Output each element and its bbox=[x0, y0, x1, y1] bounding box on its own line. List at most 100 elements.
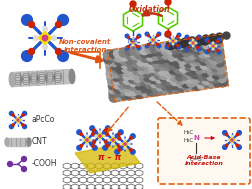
Circle shape bbox=[163, 62, 172, 70]
Circle shape bbox=[114, 48, 123, 58]
Circle shape bbox=[28, 49, 35, 54]
Circle shape bbox=[197, 47, 201, 51]
Circle shape bbox=[209, 45, 211, 47]
Circle shape bbox=[157, 55, 166, 64]
Circle shape bbox=[216, 40, 218, 43]
Circle shape bbox=[137, 34, 141, 38]
Circle shape bbox=[200, 36, 209, 45]
Polygon shape bbox=[229, 137, 235, 143]
Circle shape bbox=[126, 52, 133, 59]
Circle shape bbox=[143, 61, 150, 69]
Circle shape bbox=[156, 44, 164, 51]
Circle shape bbox=[213, 78, 222, 87]
Circle shape bbox=[120, 56, 130, 65]
Circle shape bbox=[210, 58, 220, 68]
Circle shape bbox=[140, 81, 148, 90]
Circle shape bbox=[152, 42, 154, 44]
Circle shape bbox=[187, 46, 190, 49]
Circle shape bbox=[168, 36, 170, 37]
Circle shape bbox=[171, 44, 181, 54]
Text: H₃C: H₃C bbox=[184, 138, 194, 143]
Circle shape bbox=[172, 37, 174, 39]
Polygon shape bbox=[12, 69, 72, 87]
Circle shape bbox=[121, 64, 130, 73]
Circle shape bbox=[147, 60, 156, 69]
Circle shape bbox=[130, 47, 138, 55]
Circle shape bbox=[55, 49, 61, 54]
Circle shape bbox=[125, 48, 133, 56]
Circle shape bbox=[179, 63, 188, 73]
Circle shape bbox=[99, 135, 101, 137]
Circle shape bbox=[177, 33, 181, 37]
Ellipse shape bbox=[27, 138, 31, 146]
Polygon shape bbox=[97, 133, 103, 139]
Circle shape bbox=[217, 38, 221, 42]
Circle shape bbox=[197, 80, 207, 90]
Circle shape bbox=[130, 90, 139, 99]
Circle shape bbox=[118, 130, 123, 135]
Circle shape bbox=[137, 61, 146, 70]
Circle shape bbox=[169, 61, 177, 70]
Circle shape bbox=[110, 61, 119, 70]
Polygon shape bbox=[191, 41, 195, 45]
Circle shape bbox=[202, 76, 211, 85]
Circle shape bbox=[207, 50, 209, 52]
Circle shape bbox=[93, 141, 96, 143]
Circle shape bbox=[178, 55, 187, 65]
Circle shape bbox=[128, 143, 130, 145]
Circle shape bbox=[12, 114, 14, 116]
Circle shape bbox=[171, 84, 181, 93]
Circle shape bbox=[187, 38, 196, 47]
Circle shape bbox=[179, 60, 187, 68]
Circle shape bbox=[12, 124, 14, 126]
Circle shape bbox=[231, 143, 233, 145]
Circle shape bbox=[9, 125, 13, 129]
Circle shape bbox=[114, 88, 123, 97]
Circle shape bbox=[202, 35, 209, 42]
Circle shape bbox=[173, 53, 181, 61]
Polygon shape bbox=[110, 137, 116, 143]
Circle shape bbox=[202, 72, 210, 81]
Circle shape bbox=[104, 54, 114, 64]
Circle shape bbox=[120, 88, 128, 96]
Circle shape bbox=[95, 135, 97, 137]
Circle shape bbox=[8, 161, 13, 167]
Circle shape bbox=[155, 75, 163, 83]
Text: C=O: C=O bbox=[190, 157, 202, 162]
Circle shape bbox=[155, 39, 157, 41]
Circle shape bbox=[131, 58, 140, 67]
Circle shape bbox=[197, 74, 205, 81]
Circle shape bbox=[127, 66, 136, 76]
Circle shape bbox=[149, 71, 158, 81]
Circle shape bbox=[145, 45, 154, 53]
Circle shape bbox=[113, 77, 121, 85]
Circle shape bbox=[123, 72, 131, 80]
Circle shape bbox=[105, 141, 107, 143]
Circle shape bbox=[22, 51, 32, 61]
Circle shape bbox=[154, 68, 162, 75]
Circle shape bbox=[191, 73, 201, 83]
Ellipse shape bbox=[9, 73, 15, 87]
Circle shape bbox=[184, 56, 192, 63]
Circle shape bbox=[215, 45, 217, 47]
Circle shape bbox=[105, 58, 113, 67]
Circle shape bbox=[192, 41, 202, 51]
Circle shape bbox=[162, 50, 171, 59]
Circle shape bbox=[176, 40, 185, 49]
Circle shape bbox=[165, 33, 169, 37]
Circle shape bbox=[108, 82, 116, 90]
Circle shape bbox=[169, 58, 176, 65]
Circle shape bbox=[164, 69, 173, 78]
Circle shape bbox=[106, 66, 114, 74]
Circle shape bbox=[171, 80, 181, 90]
Circle shape bbox=[17, 122, 19, 124]
Circle shape bbox=[189, 54, 197, 63]
Circle shape bbox=[22, 15, 32, 25]
Circle shape bbox=[131, 134, 135, 139]
Polygon shape bbox=[211, 44, 215, 48]
Circle shape bbox=[118, 73, 125, 80]
Circle shape bbox=[92, 130, 97, 135]
Circle shape bbox=[117, 69, 125, 77]
Circle shape bbox=[152, 39, 154, 41]
Circle shape bbox=[118, 149, 120, 151]
